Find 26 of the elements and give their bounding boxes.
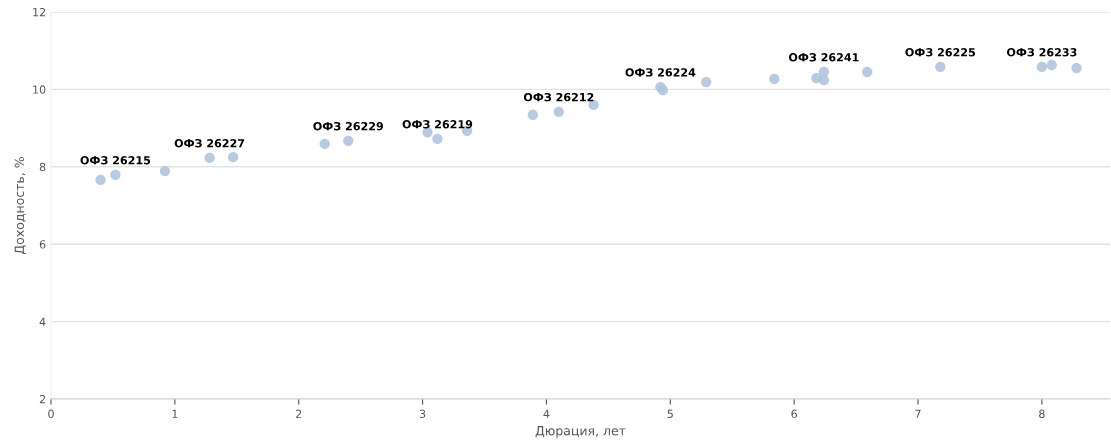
y-tick-label: 4: [39, 317, 46, 326]
y-tick-label: 2: [39, 394, 46, 404]
annotation: ОФЗ 26224: [625, 68, 696, 77]
x-tick-label: 5: [667, 409, 673, 419]
y-tick-label: 6: [39, 240, 46, 249]
annotation: ОФЗ 26227: [174, 139, 245, 148]
x-axis-title: Дюрация, лет: [535, 426, 626, 438]
annotation: ОФЗ 26219: [402, 120, 473, 129]
x-tick-label: 7: [915, 409, 921, 418]
x-tick-label: 2: [296, 409, 302, 418]
annotation: ОФЗ 26212: [523, 92, 594, 102]
y-axis-title: Доходность, %: [14, 157, 26, 255]
y-tick-label: 8: [39, 162, 46, 172]
x-tick-label: 8: [1039, 409, 1045, 419]
x-tick-label: 3: [419, 409, 426, 419]
annotation: ОФЗ 26241: [789, 53, 859, 62]
annotation: ОФЗ 26233: [1006, 48, 1077, 57]
x-tick-label: 6: [791, 409, 797, 419]
annotation: ОФЗ 26225: [905, 48, 975, 57]
annotation: ОФЗ 26229: [313, 121, 383, 131]
y-tick-label: 10: [33, 85, 46, 94]
annotation: ОФЗ 26215: [80, 156, 151, 165]
x-tick-label: 0: [48, 409, 54, 419]
x-tick-label: 1: [172, 409, 178, 418]
y-tick-label: 12: [33, 7, 46, 17]
x-tick-label: 4: [543, 409, 550, 418]
